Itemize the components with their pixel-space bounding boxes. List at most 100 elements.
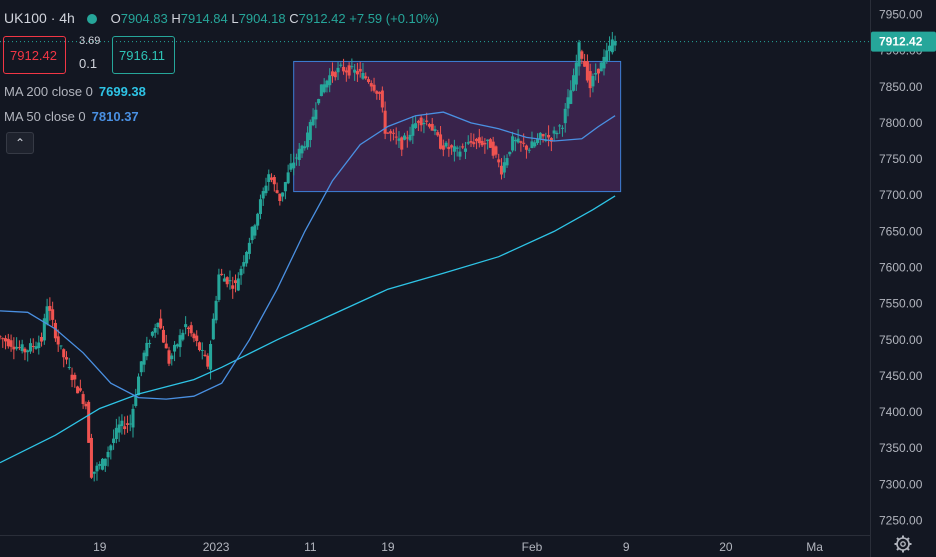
candle-body [400, 137, 404, 150]
candle-body [560, 127, 564, 129]
candle-body [283, 182, 287, 192]
gear-icon[interactable] [893, 534, 913, 554]
candle-body [480, 140, 484, 146]
candle-body [353, 69, 357, 73]
candle-body [555, 132, 559, 135]
candle-body [214, 300, 218, 321]
y-tick-label: 7950.00 [879, 7, 923, 21]
candle-body [311, 116, 315, 126]
candle-body [450, 145, 454, 148]
candle-body [591, 76, 595, 87]
candle-body [98, 464, 102, 466]
ohlc-readout: O7904.83 H7914.84 L7904.18 C7912.42 +7.5… [110, 11, 439, 26]
candle-body [28, 343, 33, 352]
y-tick-label: 7250.00 [879, 514, 923, 528]
candle-body [386, 132, 390, 134]
candle-body [378, 92, 382, 94]
candle-body [161, 329, 165, 343]
candle-body [306, 132, 310, 148]
y-tick-label: 7850.00 [879, 80, 923, 94]
sell-price-button[interactable]: 7912.42 [3, 36, 66, 74]
candle-body [369, 83, 373, 87]
candle-body [181, 332, 185, 340]
candle-body [572, 75, 576, 91]
candle-body [599, 62, 603, 72]
low-value: 7904.18 [238, 11, 286, 26]
candle-body [402, 135, 407, 140]
candle-body [549, 138, 553, 142]
candle-body [519, 141, 523, 143]
candle-body [513, 139, 517, 142]
candle-body [134, 395, 138, 406]
y-tick-label: 7800.00 [879, 116, 923, 130]
candle-body [336, 67, 340, 73]
candle-body [267, 174, 271, 182]
candle-body [383, 110, 387, 134]
candle-body [250, 226, 254, 241]
chart-header: UK100 · 4h O7904.83 H7914.84 L7904.18 C7… [4, 10, 439, 26]
candle-body [76, 386, 80, 394]
candle-body [380, 90, 384, 108]
x-tick-label: Ma [806, 540, 823, 554]
candle-body [461, 146, 465, 148]
candle-body [596, 68, 600, 74]
chevron-up-icon[interactable]: ⌃ [6, 132, 34, 154]
candle-body [594, 73, 598, 75]
candle-body [566, 97, 570, 109]
x-tick-label: 19 [93, 540, 107, 554]
candle-body [330, 71, 335, 77]
candle-body [502, 162, 506, 173]
candle-body [206, 355, 210, 367]
ma50-legend[interactable]: MA 50 close 0 7810.37 [4, 109, 139, 124]
candle-body [527, 149, 531, 151]
price-scale [870, 0, 936, 557]
candle-body [195, 335, 199, 341]
candle-body [217, 274, 221, 300]
candle-body [475, 138, 479, 142]
candle-body [308, 121, 312, 140]
candle-body [286, 172, 290, 184]
candle-body [209, 344, 213, 370]
candle-body [366, 79, 371, 83]
candle-body [281, 192, 285, 197]
candle-body [314, 109, 318, 120]
candle-body [516, 138, 520, 143]
y-tick-label: 7300.00 [879, 477, 923, 491]
interval-label[interactable]: 4h [59, 10, 75, 26]
candle-body [9, 340, 13, 347]
candle-body [394, 136, 398, 138]
candle-body [297, 148, 301, 160]
candle-body [112, 438, 116, 443]
candle-body [51, 309, 55, 320]
ma200-legend[interactable]: MA 200 close 0 7699.38 [4, 84, 146, 99]
candle-body [610, 39, 614, 53]
symbol-label[interactable]: UK100 [4, 10, 47, 26]
candle-body [486, 139, 490, 142]
candle-body [558, 125, 562, 127]
candle-body [123, 426, 127, 430]
candle-body [148, 343, 152, 345]
candle-body [203, 354, 207, 356]
candle-body [350, 66, 354, 68]
candle-body [59, 345, 63, 347]
candle-body [40, 336, 44, 342]
candle-body [547, 134, 551, 138]
candle-body [497, 159, 501, 163]
candle-body [613, 41, 617, 46]
ma200-line [0, 195, 616, 464]
buy-price-button[interactable]: 7916.11 [112, 36, 175, 74]
candle-body [552, 130, 556, 134]
candle-body [225, 277, 229, 285]
candle-body [439, 134, 443, 149]
candle-body [231, 285, 235, 289]
x-tick-label: 19 [381, 540, 395, 554]
candle-body [391, 132, 395, 134]
y-tick-label: 7600.00 [879, 261, 923, 275]
candle-body [300, 145, 304, 154]
candle-body [563, 108, 567, 124]
candle-body [17, 347, 21, 349]
candle-body [156, 322, 160, 328]
candle-body [153, 327, 157, 333]
candle-body [89, 437, 93, 478]
